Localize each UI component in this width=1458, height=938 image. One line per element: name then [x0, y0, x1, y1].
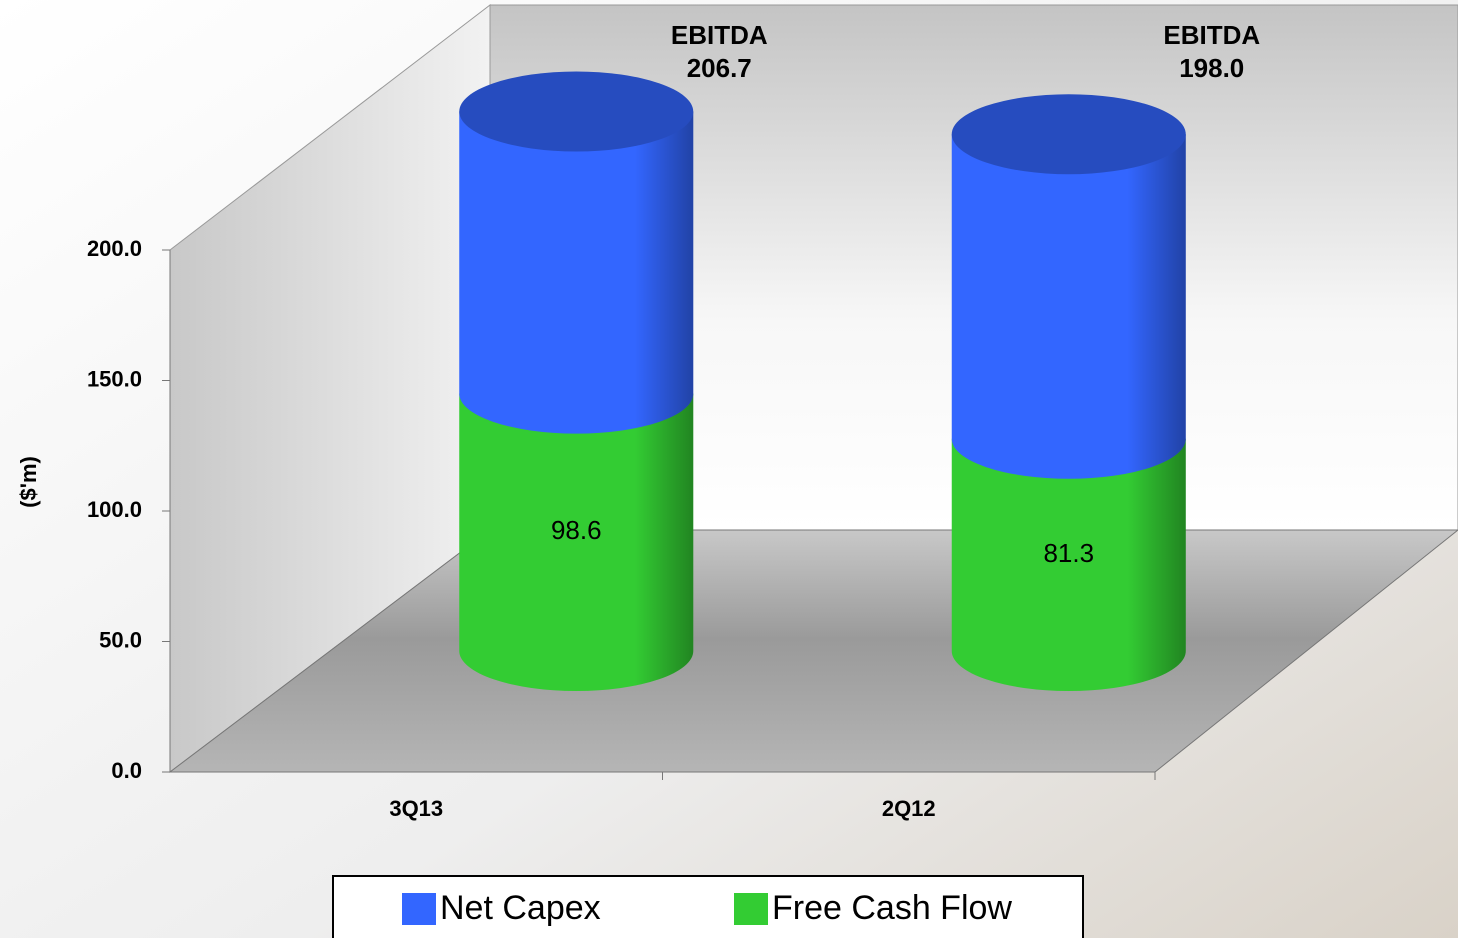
y-tick-label: 100.0 — [87, 497, 142, 522]
cylinder-top — [459, 71, 694, 152]
y-axis-label: ($'m) — [16, 456, 41, 508]
legend-swatch — [734, 893, 768, 925]
y-tick-label: 200.0 — [87, 236, 142, 261]
cylinder-top — [951, 94, 1186, 175]
annotation: 198.0 — [1179, 53, 1244, 83]
annotation: EBITDA — [671, 20, 768, 50]
legend — [332, 875, 1084, 938]
x-tick-label: 2Q12 — [882, 796, 936, 821]
y-tick-label: 0.0 — [111, 758, 142, 783]
legend-label: Free Cash Flow — [772, 889, 1012, 927]
annotation: 206.7 — [687, 53, 752, 83]
value-label: 98.6 — [551, 515, 602, 545]
segment-shade — [459, 111, 694, 434]
annotation: EBITDA — [1163, 20, 1260, 50]
legend-label: Net Capex — [440, 889, 601, 927]
y-tick-label: 50.0 — [99, 627, 142, 652]
segment-shade — [459, 393, 694, 691]
segment-shade — [951, 438, 1186, 691]
segment-shade — [951, 134, 1186, 479]
value-label: 81.3 — [1043, 538, 1094, 568]
y-tick-label: 150.0 — [87, 366, 142, 391]
x-tick-label: 3Q13 — [389, 796, 443, 821]
legend-swatch — [402, 893, 436, 925]
